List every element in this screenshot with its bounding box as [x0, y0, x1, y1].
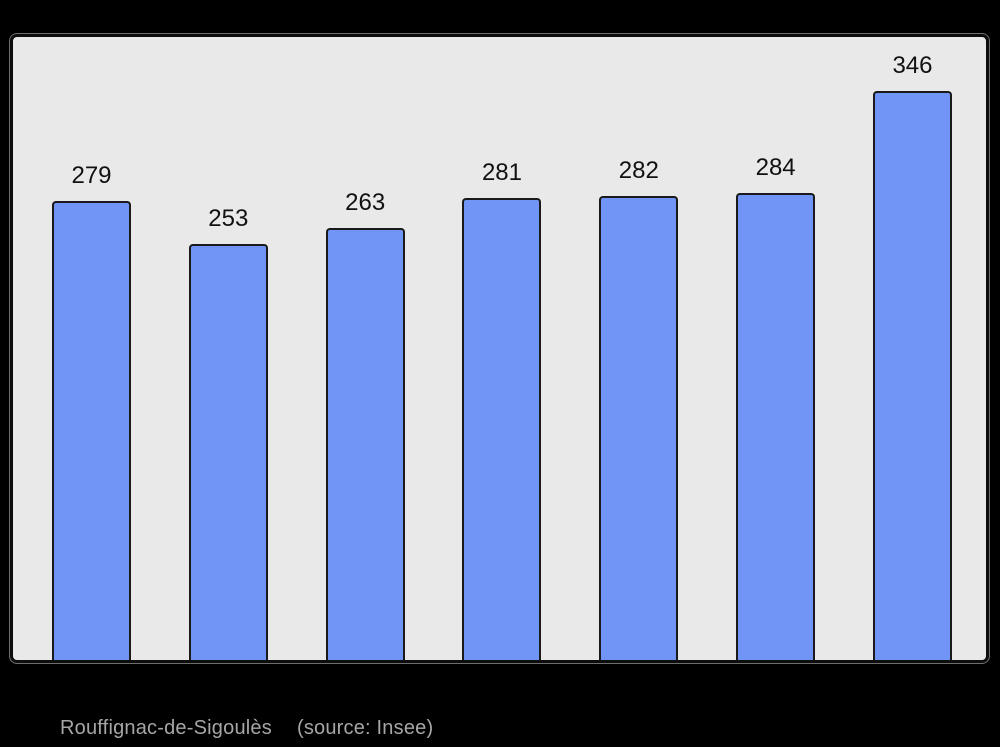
caption-source: (source: Insee): [296, 717, 434, 739]
bar-slot: 282: [599, 37, 679, 660]
bar: [462, 197, 542, 660]
bar-value-label: 281: [481, 158, 522, 186]
bar-value-label: 253: [208, 204, 249, 232]
bar-slot: 281: [462, 37, 542, 660]
bar: [872, 91, 952, 660]
bar-chart: 279 253 263 281 282 284 346: [10, 34, 989, 663]
bar-slot: 279: [52, 37, 131, 660]
bar: [736, 193, 816, 660]
bars-container: 279 253 263 281 282 284 346: [52, 37, 952, 660]
bar-slot: 284: [736, 37, 816, 660]
bar-value-label: 282: [618, 157, 659, 185]
bar-value-label: 346: [892, 52, 933, 79]
caption-title: Rouffignac-de-Sigoulès: [60, 717, 272, 739]
bar-value-label: 284: [755, 154, 796, 181]
bar-slot: 346: [872, 37, 952, 660]
chart-caption: Rouffignac-de-Sigoulès (source: Insee): [60, 716, 433, 740]
bar-value-label: 279: [71, 162, 112, 190]
bar: [325, 227, 405, 660]
bar-slot: 253: [188, 37, 268, 660]
bar: [188, 243, 268, 660]
bar-slot: 263: [325, 37, 405, 660]
bar-value-label: 263: [345, 188, 386, 216]
bar: [52, 201, 131, 660]
bar: [599, 196, 679, 660]
